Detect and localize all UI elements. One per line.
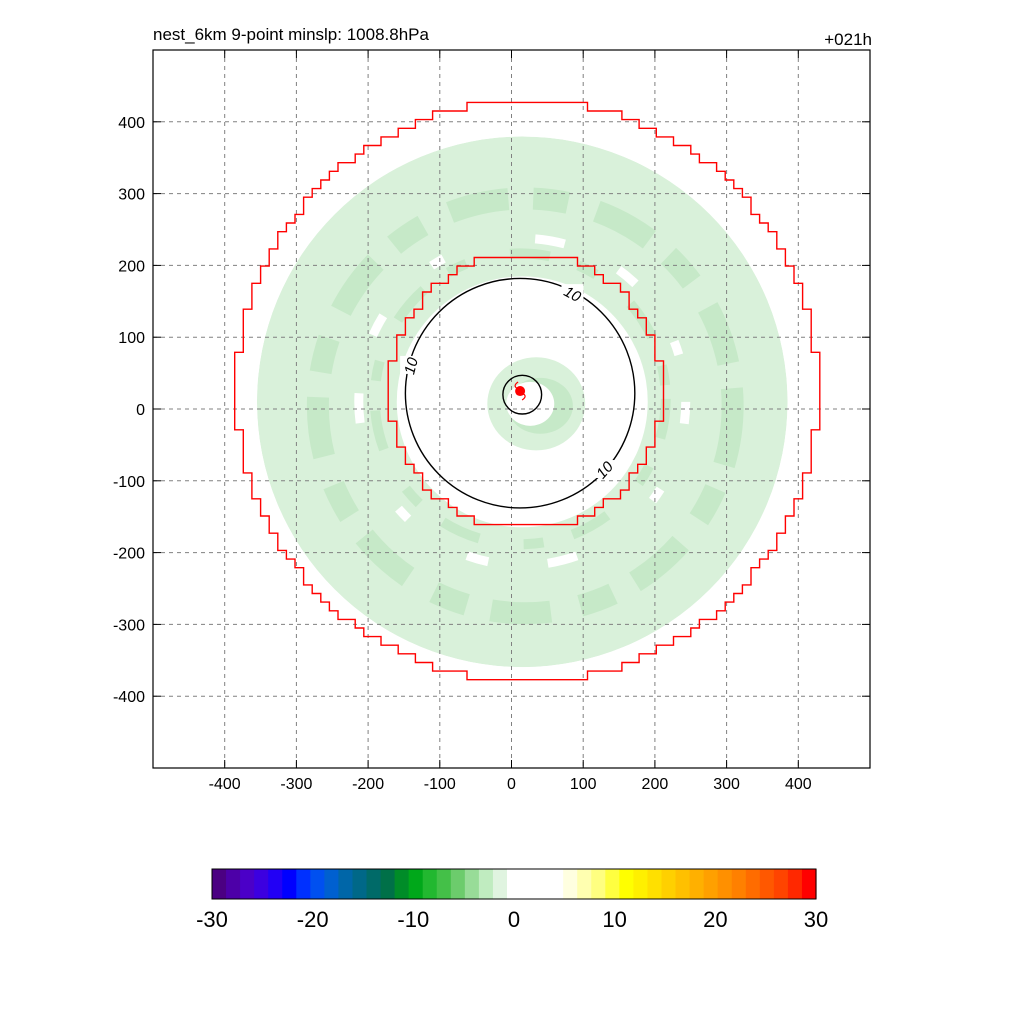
x-tick-label: -100 xyxy=(424,776,456,793)
colorbar-swatch xyxy=(703,869,719,899)
colorbar-swatch xyxy=(240,869,255,899)
colorbar-swatch xyxy=(535,869,550,899)
x-tick-label: -300 xyxy=(280,776,312,793)
colorbar-swatch xyxy=(759,869,775,899)
inner-ring-band xyxy=(369,248,671,550)
ring-gap xyxy=(354,233,691,570)
y-tick-label: -300 xyxy=(113,617,145,634)
y-tick-label: -400 xyxy=(113,689,145,706)
colorbar-swatch xyxy=(436,869,452,899)
x-tick-label: -400 xyxy=(209,776,241,793)
colorbar-tick-label: 20 xyxy=(703,907,727,932)
y-tick-label: 100 xyxy=(118,330,145,347)
x-tick-label: 0 xyxy=(507,776,516,793)
x-tick-label: -200 xyxy=(352,776,384,793)
y-tick-label: -200 xyxy=(113,546,145,563)
inner-boundary xyxy=(387,256,665,526)
colorbar-swatch xyxy=(801,869,817,899)
y-tick-label: 0 xyxy=(136,402,145,419)
colorbar-swatch xyxy=(310,869,325,899)
y-tick-label: 400 xyxy=(118,115,145,132)
contour-label-bg xyxy=(593,460,616,479)
colorbar-swatch xyxy=(591,869,606,899)
colorbar-swatch xyxy=(549,869,564,899)
colorbar-swatch xyxy=(212,869,227,899)
y-tick-label: 200 xyxy=(118,258,145,275)
colorbar-swatch xyxy=(394,869,410,899)
contour-label-bg xyxy=(561,284,584,303)
colorbar-swatch xyxy=(226,869,241,899)
colorbar-frame xyxy=(211,868,817,900)
colorbar-swatch xyxy=(633,869,649,899)
colorbar-swatch xyxy=(478,869,494,899)
colorbar-swatch xyxy=(366,869,382,899)
colorbar-swatch xyxy=(605,869,620,899)
contour-label-bg xyxy=(400,355,423,374)
colorbar-swatch xyxy=(577,869,592,899)
x-tick-label: 100 xyxy=(570,776,597,793)
x-tick-label: 400 xyxy=(785,776,812,793)
colorbar-swatch xyxy=(268,869,283,899)
colorbar-swatch xyxy=(254,869,269,899)
shaded-field xyxy=(256,136,788,668)
chart-title: nest_6km 9-point minslp: 1008.8hPa xyxy=(153,25,429,44)
colorbar-swatch xyxy=(380,869,396,899)
colorbar-swatch xyxy=(717,869,733,899)
contour-line-10-1 xyxy=(502,374,543,415)
colorbar-swatch xyxy=(773,869,789,899)
storm-center xyxy=(514,381,526,401)
colorbar-tick-label: -20 xyxy=(297,907,329,932)
boundaries xyxy=(234,101,821,681)
colorbar-tick-label: 10 xyxy=(602,907,626,932)
colorbar-swatch xyxy=(521,869,536,899)
outer-ring-band xyxy=(306,187,744,625)
colorbar-swatch xyxy=(661,869,677,899)
forecast-hour: +021h xyxy=(824,30,872,49)
colorbar-swatch xyxy=(338,869,354,899)
colorbar-swatch xyxy=(563,869,578,899)
colorbar-swatch xyxy=(464,869,480,899)
colorbar-swatch xyxy=(619,869,634,899)
x-tick-label: 300 xyxy=(713,776,740,793)
colorbar-swatch xyxy=(324,869,340,899)
colorbar-swatch xyxy=(296,869,311,899)
colorbar-swatch xyxy=(787,869,803,899)
y-tick-label: 300 xyxy=(118,187,145,204)
colorbar-tick-label: 30 xyxy=(804,907,828,932)
contour-label: 10 xyxy=(401,355,422,376)
colorbar-tick-label: -30 xyxy=(196,907,228,932)
colorbar-tick-label: 0 xyxy=(508,907,520,932)
colorbar: -30 -20 -10 0 10 20 30 xyxy=(196,868,828,932)
outer-boundary xyxy=(234,101,821,681)
colorbar-swatch xyxy=(731,869,747,899)
colorbar-swatch xyxy=(352,869,368,899)
colorbar-swatch xyxy=(450,869,466,899)
colorbar-swatch xyxy=(647,869,663,899)
colorbar-swatch xyxy=(689,869,705,899)
colorbar-swatch xyxy=(422,869,438,899)
colorbar-swatch xyxy=(282,869,297,899)
colorbar-swatch xyxy=(745,869,761,899)
colorbar-swatch xyxy=(408,869,424,899)
colorbar-swatch xyxy=(675,869,691,899)
contour-line-10-0 xyxy=(404,277,636,509)
contour-label: 10 xyxy=(561,283,584,306)
colorbar-swatch xyxy=(492,869,508,899)
y-tick-label: -100 xyxy=(113,474,145,491)
axes: -400 -300 -200 -100 0 100 200 300 400-400-300-20… xyxy=(113,50,870,793)
storm-symbol-arm xyxy=(521,392,526,401)
inner-clear-eye xyxy=(506,381,555,426)
x-tick-label: 200 xyxy=(642,776,669,793)
colorbar-swatch xyxy=(506,869,522,899)
colorbar-tick-label: -10 xyxy=(397,907,429,932)
storm-symbol-arm xyxy=(514,381,519,390)
